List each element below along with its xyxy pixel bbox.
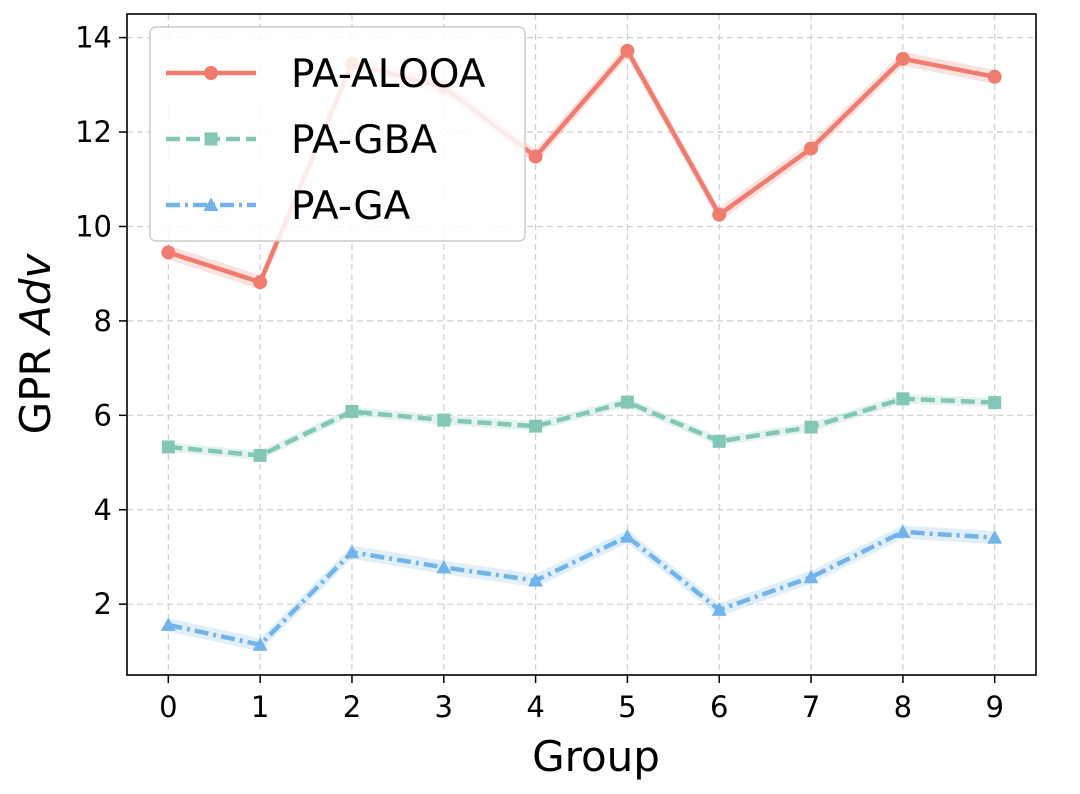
pa-ga-point	[619, 529, 635, 543]
pa-gba-point	[896, 392, 910, 406]
pa-gba-point	[988, 396, 1002, 410]
x-tick-label: 4	[526, 690, 544, 724]
pa-gba-point	[253, 448, 267, 462]
pa-gba-legend-label: PA-GBA	[291, 118, 437, 163]
pa-alooa-point	[253, 275, 268, 290]
pa-ga-point	[803, 569, 819, 584]
y-tick-label: 14	[75, 21, 112, 55]
x-tick-label: 2	[343, 690, 361, 724]
pa-gba-line	[168, 396, 995, 458]
pa-gba-point	[345, 405, 359, 419]
y-axis-title-main: GPR	[11, 334, 60, 434]
pa-ga-legend-label: PA-GA	[291, 184, 411, 229]
y-tick-label: 2	[94, 587, 112, 621]
pa-ga-point	[252, 637, 268, 651]
pa-alooa-point	[712, 207, 727, 222]
y-tick-label: 10	[75, 209, 112, 243]
x-tick-label: 1	[251, 690, 269, 724]
pa-gba-point	[437, 413, 451, 427]
x-tick-label: 7	[802, 690, 820, 724]
pa-alooa-point	[528, 149, 543, 164]
x-tick-label: 0	[159, 690, 177, 724]
x-tick-label: 9	[985, 690, 1003, 724]
x-tick-label: 5	[618, 690, 636, 724]
pa-ga-point	[436, 559, 452, 574]
y-tick-label: 8	[94, 304, 112, 338]
pa-gba-point	[620, 395, 634, 409]
pa-ga-point	[987, 530, 1003, 544]
y-tick-label: 6	[94, 398, 112, 432]
pa-alooa-point	[620, 43, 635, 58]
pa-ga-point	[895, 524, 911, 538]
pa-ga-legend-marker	[203, 197, 219, 211]
x-axis-title: Group	[532, 732, 660, 781]
pa-gba-band	[168, 394, 995, 461]
pa-alooa-point	[987, 69, 1002, 84]
y-tick-label: 12	[75, 115, 112, 149]
pa-gba-point	[161, 440, 175, 454]
y-axis-title-italic: Adv	[11, 253, 60, 337]
plot-frame	[126, 13, 1037, 676]
pa-alooa-point	[161, 245, 176, 260]
pa-alooa-point	[895, 51, 910, 66]
pa-alooa-point	[804, 141, 819, 156]
pa-gba-point	[712, 434, 726, 448]
pa-gba-legend-marker	[204, 132, 218, 146]
x-tick-label: 8	[894, 690, 912, 724]
y-tick-label: 4	[94, 493, 112, 527]
pa-ga-point	[160, 617, 176, 631]
pa-ga-point	[711, 602, 727, 616]
legend-box	[149, 26, 526, 242]
legend: PA-ALOOA PA-GBA PA-GA	[149, 26, 526, 242]
x-tick-label: 3	[435, 690, 453, 724]
pa-gba-point	[804, 420, 818, 434]
pa-alooa-legend-marker	[204, 66, 218, 80]
x-tick-label: 6	[710, 690, 728, 724]
y-axis-title: GPR Adv	[11, 253, 60, 435]
pa-ga-point	[528, 573, 544, 587]
pa-alooa-legend-label: PA-ALOOA	[291, 52, 486, 97]
pa-gba-point	[529, 419, 543, 433]
pa-ga-line	[167, 529, 995, 648]
pa-ga-point	[344, 544, 360, 559]
